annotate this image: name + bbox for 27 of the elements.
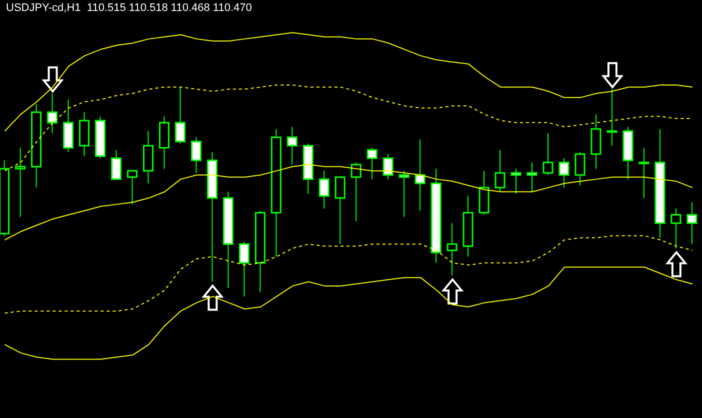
candlestick — [15, 147, 26, 218]
candlestick — [510, 168, 522, 194]
candlestick — [638, 147, 650, 199]
candlestick — [398, 170, 410, 218]
chart-title: USDJPY-cd,H1 110.515 110.518 110.468 110.470 — [6, 2, 252, 14]
candlestick — [190, 136, 202, 174]
candlestick — [126, 170, 138, 205]
candlestick — [606, 88, 618, 146]
candlestick — [318, 170, 330, 209]
candlestick — [558, 158, 570, 188]
candlestick — [174, 86, 186, 144]
candlestick — [366, 147, 378, 180]
candlestick — [686, 202, 698, 245]
candlestick — [350, 162, 362, 222]
candlestick — [526, 162, 538, 192]
candlestick — [670, 208, 682, 249]
candlestick — [382, 154, 394, 180]
candlestick — [542, 132, 554, 176]
candlestick — [238, 241, 250, 297]
candlestick — [574, 151, 586, 186]
candlestick — [446, 222, 458, 276]
candlestick — [47, 92, 58, 134]
candlestick — [414, 138, 426, 212]
candlestick — [286, 126, 298, 166]
candlestick — [110, 149, 122, 180]
candlestick — [334, 176, 346, 245]
candlestick — [494, 149, 506, 192]
